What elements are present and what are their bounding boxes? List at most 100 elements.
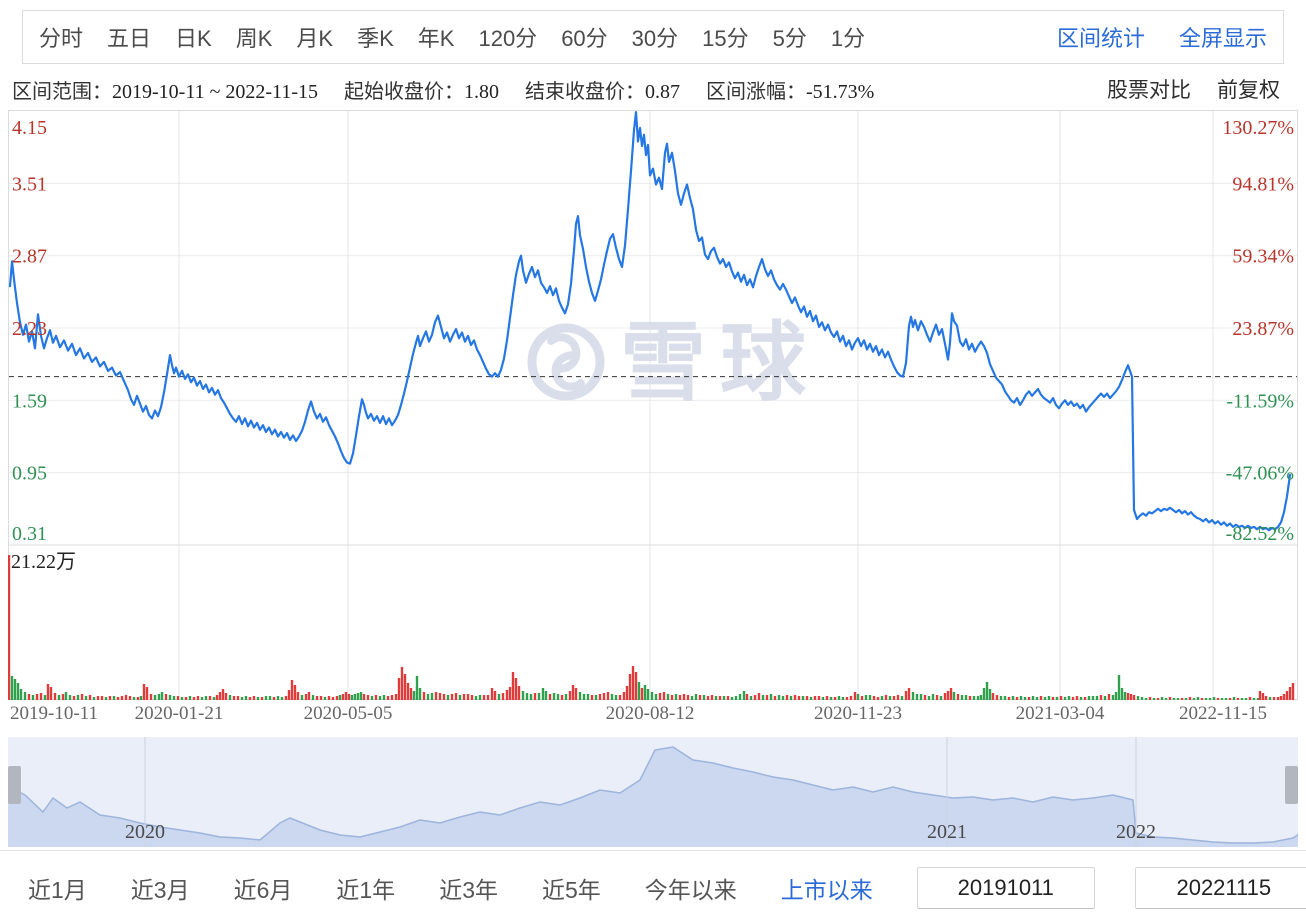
end-date-input[interactable] [1134, 866, 1306, 909]
volume-bar [1156, 698, 1160, 700]
volume-bar [304, 694, 308, 700]
volume-bar [817, 696, 821, 700]
volume-bar [582, 694, 586, 700]
volume-bar [856, 694, 860, 700]
range-statistics-link[interactable]: 区间统计 [1056, 26, 1145, 51]
volume-bar [880, 696, 884, 700]
tab-60分[interactable]: 60分 [561, 26, 608, 51]
adjust-mode-button[interactable]: 前复权 [1217, 79, 1280, 102]
period-近3年[interactable]: 近3年 [439, 876, 498, 903]
period-近3月[interactable]: 近3月 [130, 876, 190, 903]
volume-bar [296, 692, 300, 700]
tab-日K[interactable]: 日K [175, 26, 212, 51]
volume-bar [356, 693, 360, 700]
volume-bar [276, 696, 280, 700]
volume-bar [1067, 696, 1071, 700]
volume-bar [96, 696, 100, 700]
volume-bar [204, 696, 208, 700]
tab-120分[interactable]: 120分 [478, 26, 538, 51]
volume-bar [142, 684, 146, 700]
volume-bar [347, 694, 351, 700]
volume-bar [319, 696, 323, 700]
volume-bar [521, 691, 525, 700]
tab-分时[interactable]: 分时 [39, 26, 84, 51]
navigator-left-handle[interactable] [8, 766, 21, 804]
volume-bar [931, 694, 935, 700]
volume-bar [415, 676, 419, 700]
tab-list: 分时 五日 日K 周K 月K 季K 年K 120分 60分 30分 15分 5分 1分 [39, 21, 889, 53]
volume-bar [76, 695, 80, 700]
volume-bar [382, 695, 386, 700]
volume-bar [240, 697, 244, 700]
tab-30分[interactable]: 30分 [631, 26, 679, 51]
tab-五日[interactable]: 五日 [107, 26, 152, 51]
volume-bar [529, 694, 533, 700]
volume-bar [896, 695, 900, 700]
period-近1月[interactable]: 近1月 [28, 876, 87, 903]
period-近6月[interactable]: 近6月 [233, 876, 293, 903]
right-axis-label: 130.27% [1222, 117, 1294, 139]
stock-compare-button[interactable]: 股票对比 [1107, 79, 1191, 102]
price-volume-chart[interactable]: 雪球 4.15 130.27% 3.51 94.81% 2.87 59.34% 2.23 23.… [8, 110, 1298, 735]
period-tab-bar: 分时 五日 日K 周K 月K 季K 年K 120分 60分 30分 15分 5分 1分 区间统计 全屏显… [22, 10, 1284, 64]
volume-bar [849, 696, 853, 700]
start-date-input[interactable] [916, 866, 1095, 909]
volume-bar [434, 692, 438, 700]
navigator-line [8, 746, 1298, 844]
tab-月K[interactable]: 月K [296, 26, 334, 51]
end-close-info: 结束收盘价：0.87 [524, 80, 680, 103]
volume-bar [1285, 691, 1289, 700]
volume-bar [1176, 698, 1180, 700]
period-近5年[interactable]: 近5年 [541, 876, 601, 903]
volume-bar [338, 695, 342, 700]
period-近1年[interactable]: 近1年 [336, 876, 396, 903]
volume-bar [1063, 697, 1067, 700]
tab-5分[interactable]: 5分 [772, 26, 807, 51]
period-上市以来[interactable]: 上市以来 [780, 876, 873, 903]
navigator-right-handle[interactable] [1285, 766, 1298, 804]
fullscreen-link[interactable]: 全屏显示 [1178, 26, 1267, 51]
volume-bar [1051, 697, 1055, 700]
volume-bar [139, 696, 143, 700]
volume-bar [196, 696, 200, 700]
volume-bar [1208, 698, 1212, 700]
volume-bar [514, 678, 518, 700]
volume-bar [16, 683, 20, 700]
volume-bar [606, 692, 610, 700]
volume-bar [280, 697, 284, 700]
volume-bar [734, 696, 738, 700]
volume-bar [1129, 694, 1133, 700]
tab-1分[interactable]: 1分 [830, 26, 866, 51]
volume-bar [409, 688, 413, 700]
x-axis-date-label: 2021-03-04 [1016, 703, 1105, 724]
volume-bar [84, 696, 88, 700]
xueqiu-watermark: 雪球 [527, 315, 806, 411]
volume-bar [625, 686, 629, 700]
volume-bar [180, 697, 184, 700]
volume-bar [602, 693, 606, 700]
volume-bar [907, 688, 911, 700]
volume-bar [964, 695, 968, 700]
volume-bar [256, 697, 260, 700]
volume-bar [979, 695, 983, 700]
volume-bar [386, 696, 390, 700]
volume-bar [1261, 693, 1265, 700]
volume-bar [450, 694, 454, 700]
volume-bar [598, 694, 602, 700]
volume-bar [508, 687, 512, 700]
volume-bar [640, 688, 644, 700]
period-今年以来[interactable]: 今年以来 [644, 876, 737, 903]
volume-bar [753, 695, 757, 700]
x-axis-date-label: 2020-11-23 [814, 703, 902, 724]
tab-季K[interactable]: 季K [357, 26, 394, 51]
x-axis-date-label: 2019-10-11 [10, 703, 98, 724]
tab-周K[interactable]: 周K [235, 26, 273, 51]
volume-bar [1047, 696, 1051, 700]
tab-15分[interactable]: 15分 [702, 26, 749, 51]
volume-bar [658, 693, 662, 700]
range-change-info: 区间涨幅：-51.73% [705, 80, 875, 103]
volume-bar [722, 696, 726, 700]
tab-年K[interactable]: 年K [417, 26, 455, 51]
right-axis-label: 23.87% [1232, 318, 1294, 340]
range-navigator[interactable]: 2020 2021 2022 [8, 737, 1298, 847]
